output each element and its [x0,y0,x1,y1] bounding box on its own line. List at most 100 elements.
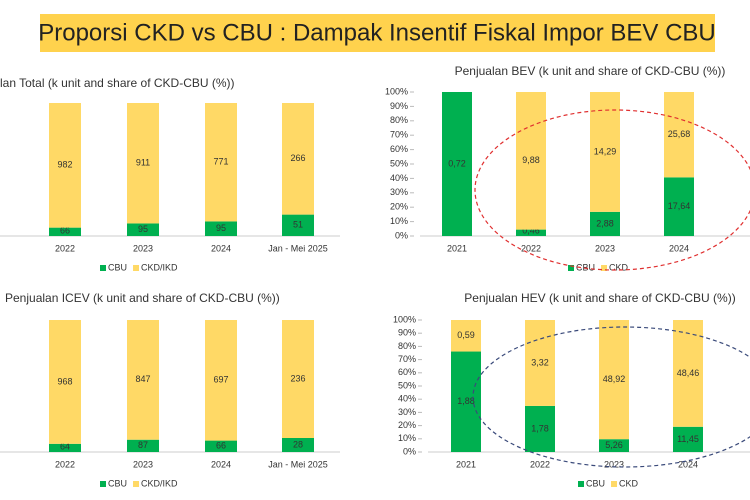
bar-segment [442,92,472,236]
bar-segment [49,227,81,236]
value-label: 847 [135,374,150,384]
x-tick-label: 2023 [595,243,615,253]
y-tick-label: 10% [390,216,408,226]
bar-segment [282,103,314,215]
legend-label: CBU [586,478,605,488]
value-label: 95 [216,223,226,233]
legend-swatch [133,265,140,271]
bar-segment [599,320,629,440]
x-tick-label: 2022 [55,459,75,469]
x-tick-label: 2023 [133,243,153,253]
legend-label: CBU [576,262,595,272]
bar-segment [673,426,703,452]
value-label: 982 [57,160,72,170]
y-tick-label: 40% [390,173,408,183]
value-label: 48,92 [603,374,626,384]
bar-segment [127,439,159,452]
x-tick-label: Jan - Mei 2025 [268,459,328,469]
bar-segment [49,320,81,444]
value-label: 5,26 [605,440,623,450]
y-tick-label: 70% [390,130,408,140]
x-tick-label: 2022 [55,243,75,253]
bar-segment [49,443,81,452]
value-label: 66 [216,441,226,451]
bar-segment [282,214,314,236]
chart-title: Penjualan BEV (k unit and share of CKD-C… [455,64,726,78]
legend-swatch [133,481,140,487]
y-tick-label: 50% [390,158,408,168]
value-label: 0,46 [522,225,540,235]
value-label: 87 [138,440,148,450]
bar-segment [282,438,314,452]
y-tick-label: 40% [398,394,416,404]
y-tick-label: 70% [398,354,416,364]
x-tick-label: 2023 [604,459,624,469]
value-label: 1,88 [457,396,475,406]
bar-segment [516,92,546,230]
y-tick-label: 80% [398,341,416,351]
y-tick-label: 0% [403,446,416,456]
bar-segment [49,103,81,228]
y-tick-label: 0% [395,230,408,240]
value-label: 95 [138,224,148,234]
bar-segment [599,439,629,452]
value-label: 2,88 [596,218,614,228]
legend-swatch [611,481,618,487]
x-tick-label: 2024 [211,459,231,469]
x-tick-label: 2022 [530,459,550,469]
bar-segment [516,229,546,236]
value-label: 1,78 [531,423,549,433]
value-label: 697 [213,375,228,385]
value-label: 771 [213,157,228,167]
bar-segment [664,177,694,236]
y-tick-label: 60% [398,367,416,377]
value-label: 968 [57,376,72,386]
bar-segment [127,320,159,440]
bar-segment [525,405,555,452]
y-tick-label: 30% [390,187,408,197]
x-tick-label: 2023 [133,459,153,469]
y-tick-label: 10% [398,433,416,443]
bar-segment [127,223,159,236]
bar-segment [451,320,481,352]
value-label: 911 [136,158,150,168]
legend-label: CKD [609,262,629,272]
value-label: 9,88 [522,155,540,165]
chart-title: Penjualan ICEV (k unit and share of CKD-… [5,291,280,305]
x-tick-label: 2024 [678,459,698,469]
chart-title: Penjualan HEV (k unit and share of CKD-C… [464,291,735,305]
value-label: 48,46 [677,368,700,378]
value-label: 25,68 [668,129,691,139]
x-tick-label: 2024 [669,243,689,253]
bar-segment [673,320,703,427]
legend-swatch [568,265,574,271]
bar-segment [664,92,694,178]
bar-segment [205,320,237,441]
value-label: 0,72 [448,158,466,168]
bar-segment [205,103,237,222]
x-tick-label: 2024 [211,243,231,253]
bar-segment [590,92,620,212]
legend-swatch [100,265,106,271]
y-tick-label: 100% [385,86,408,96]
value-label: 236 [290,373,305,383]
value-label: 66 [60,225,70,235]
x-tick-label: 2021 [456,459,476,469]
value-label: 28 [293,439,303,449]
y-tick-label: 90% [390,101,408,111]
y-tick-label: 60% [390,144,408,154]
value-label: 14,29 [594,146,617,156]
bar-segment [205,221,237,236]
y-tick-label: 30% [398,407,416,417]
legend-label: CKD/IKD [141,478,178,488]
legend-label: CBU [108,478,127,488]
highlight-ellipse [472,326,750,468]
value-label: 51 [293,220,303,230]
legend-label: CKD [619,478,639,488]
title-banner [40,14,715,52]
value-label: 11,45 [677,434,699,444]
x-tick-label: 2022 [521,243,541,253]
bar-segment [282,320,314,438]
y-tick-label: 20% [390,202,408,212]
